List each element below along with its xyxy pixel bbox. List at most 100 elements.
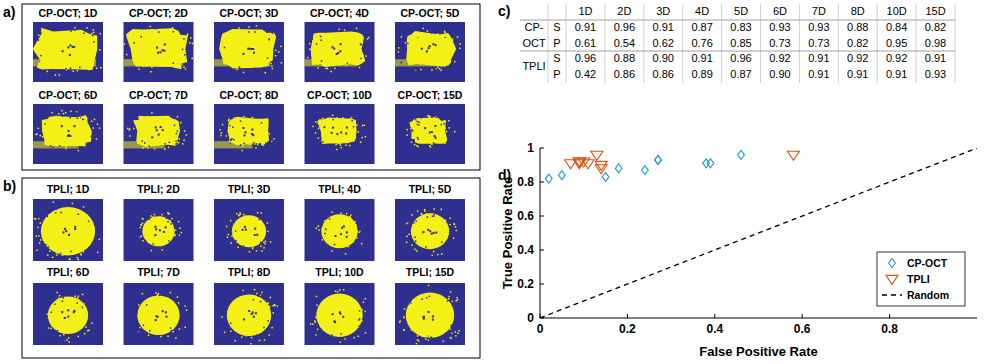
speckle: [142, 140, 144, 142]
speckle: [56, 116, 58, 118]
table-cell: 0.91: [886, 68, 907, 80]
speckle: [167, 221, 169, 223]
speckle: [190, 37, 192, 39]
speckle: [161, 143, 163, 145]
speckle: [97, 252, 99, 254]
speckle: [77, 257, 79, 259]
image-title: CP-OCT; 1D: [39, 7, 98, 19]
image-title: TPLI; 1D: [47, 183, 90, 195]
speckle: [55, 74, 57, 76]
table-cell: 0.83: [730, 21, 751, 33]
speckle: [269, 33, 271, 35]
speckle: [231, 242, 233, 244]
speckle: [427, 245, 429, 247]
speckle: [156, 32, 158, 34]
speckle: [442, 221, 444, 223]
speckle: [416, 124, 418, 126]
speckle: [260, 61, 262, 63]
speckle: [337, 216, 339, 218]
speckle: [241, 213, 243, 215]
speckle: [164, 149, 166, 151]
speckle: [35, 218, 37, 220]
speckle: [179, 138, 181, 140]
speckle: [151, 66, 153, 68]
speckle: [431, 337, 433, 339]
speckle: [224, 130, 226, 132]
speckle: [52, 257, 54, 259]
image-title: TPLI; 2D: [137, 183, 180, 195]
speckle: [364, 125, 366, 127]
speckle: [233, 139, 235, 141]
speckle: [425, 218, 427, 220]
speckle: [223, 313, 225, 315]
speckle: [63, 334, 65, 336]
speckle: [64, 228, 66, 230]
speckle: [89, 132, 91, 134]
data-point: [595, 161, 607, 170]
speckle: [433, 216, 435, 218]
table-cell: 0.84: [886, 21, 907, 33]
speckle: [136, 305, 138, 307]
segmentation-image: [395, 22, 465, 82]
speckle: [62, 115, 64, 117]
speckle: [431, 255, 433, 257]
speckle: [459, 329, 461, 331]
speckle: [267, 237, 269, 239]
speckle: [176, 312, 178, 314]
speckle: [181, 324, 183, 326]
speckle: [325, 229, 327, 231]
speckle: [241, 336, 243, 338]
panel-label: c): [498, 3, 510, 19]
speckle: [40, 138, 42, 140]
speckle: [342, 316, 344, 318]
speckle: [248, 31, 250, 33]
speckle: [155, 331, 157, 333]
speckle: [70, 30, 72, 32]
speckle: [47, 314, 49, 316]
speckle: [266, 141, 268, 143]
speckle: [183, 38, 185, 40]
speckle: [93, 229, 95, 231]
speckle: [56, 252, 58, 254]
speckle: [398, 51, 400, 53]
speckle: [157, 333, 159, 335]
data-point: [591, 151, 603, 160]
speckle: [437, 34, 439, 36]
speckle: [429, 230, 431, 232]
speckle: [157, 52, 159, 54]
segmentation-image: [214, 22, 284, 82]
speckle: [265, 72, 267, 74]
speckle: [457, 36, 459, 38]
image-title: CP-OCT; 8D: [220, 89, 279, 101]
speckle: [435, 143, 437, 145]
speckle: [261, 122, 263, 124]
speckle: [360, 141, 362, 143]
speckle: [346, 219, 348, 221]
speckle: [429, 296, 431, 298]
speckle: [62, 301, 64, 303]
speckle: [360, 59, 362, 61]
speckle: [85, 218, 87, 220]
speckle: [261, 122, 263, 124]
speckle: [78, 75, 80, 77]
speckle: [142, 119, 144, 121]
speckle: [62, 254, 64, 256]
speckle: [334, 74, 336, 76]
image-background: [124, 199, 194, 261]
speckle: [335, 113, 337, 115]
speckle: [139, 126, 141, 128]
speckle: [331, 243, 333, 245]
speckle: [417, 210, 419, 212]
speckle: [313, 299, 315, 301]
speckle: [138, 304, 140, 306]
speckle: [62, 231, 64, 233]
speckle: [431, 143, 433, 145]
speckle: [182, 49, 184, 51]
table-cell: 0.90: [653, 52, 674, 64]
speckle: [312, 40, 314, 42]
speckle: [178, 225, 180, 227]
speckle: [56, 254, 58, 256]
speckle: [356, 231, 358, 233]
table-cell: 0.91: [653, 21, 674, 33]
speckle: [262, 223, 264, 225]
